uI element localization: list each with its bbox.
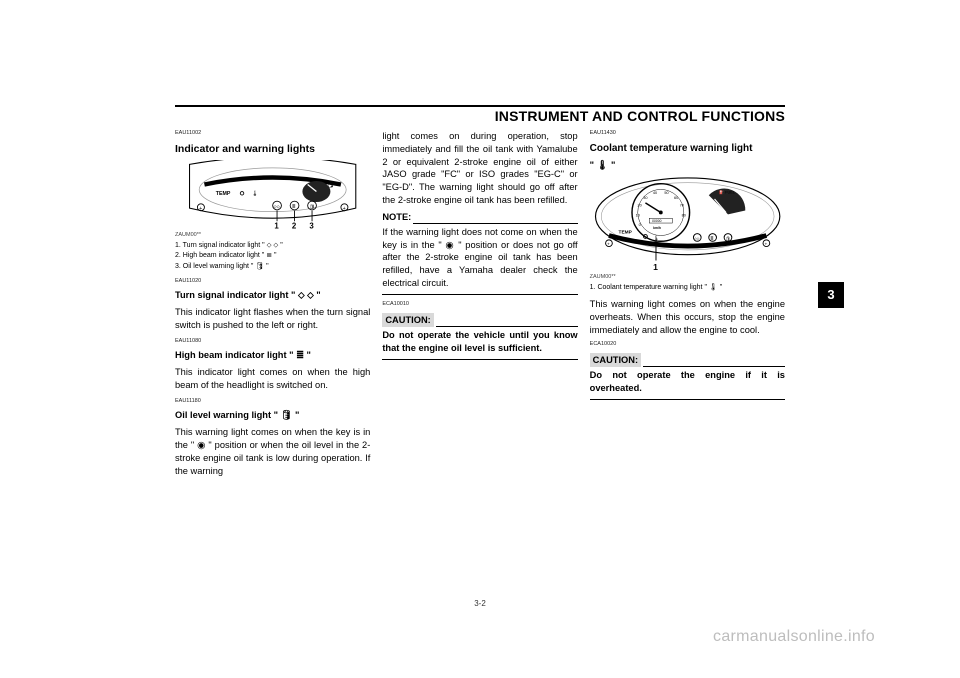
svg-text:70: 70 [679, 204, 683, 208]
code: ECA10020 [590, 341, 785, 349]
heading-coolant-temp-icon: " 🌡 " [590, 159, 785, 172]
watermark: carmanualsonline.info [713, 628, 875, 646]
figure-caption-list: ZAUM00** 1. Coolant temperature warning … [590, 274, 785, 292]
svg-text:20: 20 [637, 204, 641, 208]
svg-text:🛢: 🛢 [725, 236, 730, 241]
figure-caption-list: ZAUM00** 1. Turn signal indicator light … [175, 232, 370, 272]
svg-text:+: + [764, 243, 767, 248]
note-header: NOTE: [382, 211, 577, 224]
section-tab: 3 [818, 282, 844, 308]
caution-label: CAUTION: [382, 313, 433, 328]
column-2: light comes on during operation, stop im… [382, 130, 577, 481]
rule [382, 294, 577, 295]
heading-indicator-warning-lights: Indicator and warning lights [175, 142, 370, 156]
column-1: EAU11002 Indicator and warning lights TE… [175, 130, 370, 481]
rule [413, 214, 577, 224]
figure-indicator-cluster: TEMP 🌡 🛢 + + ⬦⬦ ≣ 🛢 [175, 160, 370, 230]
code: EAU11080 [175, 338, 370, 346]
svg-text:TEMP: TEMP [618, 230, 632, 236]
page-title: INSTRUMENT AND CONTROL FUNCTIONS [175, 108, 785, 124]
svg-text:🌡: 🌡 [252, 190, 259, 197]
figure-dash-cluster: 0 10 20 30 40 50 6070 80 00000 km/h ⛽ FUEL [590, 176, 785, 272]
svg-text:🛢: 🛢 [327, 180, 335, 188]
heading-oil-level: Oil level warning light " 🛢 " [175, 409, 370, 422]
code: EAU11180 [175, 398, 370, 406]
svg-text:00000: 00000 [652, 219, 661, 223]
body-text: light comes on during operation, stop im… [382, 130, 577, 207]
svg-text:km/h: km/h [653, 226, 661, 230]
svg-text:🛢: 🛢 [309, 204, 315, 209]
zaum-code: ZAUM00** [590, 274, 785, 282]
body-text: This indicator light comes on when the h… [175, 366, 370, 392]
columns: EAU11002 Indicator and warning lights TE… [175, 130, 785, 481]
code: ECA10010 [382, 301, 577, 309]
header-rule [175, 105, 785, 107]
note-text: If the warning light does not come on wh… [382, 226, 577, 290]
heading-turn-signal: Turn signal indicator light " ⬦ ⬦ " [175, 289, 370, 302]
caution-header: CAUTION: [590, 353, 785, 368]
temp-label: TEMP [216, 191, 231, 197]
page-number: 3-2 [0, 599, 960, 608]
svg-text:1: 1 [653, 262, 658, 272]
rule [643, 357, 785, 367]
body-text: This indicator light flashes when the tu… [175, 306, 370, 332]
svg-text:+: + [343, 206, 346, 212]
svg-text:10: 10 [635, 214, 639, 218]
caption-1: 1. Coolant temperature warning light " 🌡… [590, 283, 785, 293]
svg-text:0: 0 [638, 223, 640, 227]
caption-1: 1. Turn signal indicator light " ⬦ ⬦ " [175, 241, 370, 251]
caution-text: Do not operate the engine if it is overh… [590, 369, 785, 395]
note-label: NOTE: [382, 211, 411, 224]
caption-2: 2. High beam indicator light " ≣ " [175, 251, 370, 261]
svg-text:+: + [607, 243, 610, 248]
zaum-code: ZAUM00** [175, 232, 370, 240]
body-text: This warning light comes on when the key… [175, 426, 370, 477]
page: INSTRUMENT AND CONTROL FUNCTIONS EAU1100… [175, 105, 785, 590]
code: EAU11020 [175, 278, 370, 286]
svg-text:1: 1 [274, 221, 279, 230]
code: EAU11002 [175, 130, 370, 138]
heading-high-beam: High beam indicator light " ≣ " [175, 349, 370, 362]
svg-text:30: 30 [643, 196, 647, 200]
svg-text:⬦⬦: ⬦⬦ [274, 204, 281, 209]
caution-header: CAUTION: [382, 313, 577, 328]
body-text: This warning light comes on when the eng… [590, 298, 785, 336]
svg-text:60: 60 [674, 196, 678, 200]
rule [382, 359, 577, 360]
svg-text:⛽ FUEL: ⛽ FUEL [719, 189, 735, 194]
svg-text:+: + [199, 206, 202, 212]
svg-text:3: 3 [309, 221, 314, 230]
caution-label: CAUTION: [590, 353, 641, 368]
rule [590, 399, 785, 400]
caution-text: Do not operate the vehicle until you kno… [382, 329, 577, 355]
rule [436, 317, 578, 327]
svg-text:50: 50 [664, 191, 668, 195]
heading-coolant-temp: Coolant temperature warning light [590, 142, 785, 156]
code: EAU11430 [590, 130, 785, 138]
svg-text:80: 80 [681, 214, 685, 218]
svg-text:⬦⬦: ⬦⬦ [694, 237, 700, 241]
column-3: EAU11430 Coolant temperature warning lig… [590, 130, 785, 481]
svg-text:2: 2 [292, 221, 297, 230]
svg-text:40: 40 [653, 191, 657, 195]
caption-3: 3. Oil level warning light " 🛢 " [175, 262, 370, 272]
svg-text:≣: ≣ [292, 201, 296, 209]
